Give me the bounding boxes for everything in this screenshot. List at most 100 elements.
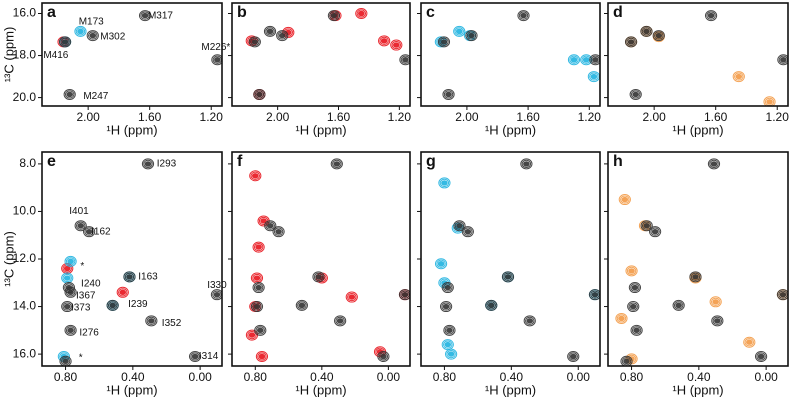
peak [334,315,347,327]
x-tick-label: 1.20 [200,110,224,124]
x-tick-label: 1.20 [578,110,602,124]
x-tick-label: 2.00 [76,110,100,124]
x-tick-label: 2.00 [266,110,290,124]
x-axis-label: ¹H (ppm) [106,122,157,137]
peak-contour [756,352,766,361]
x-axis-label: ¹H (ppm) [672,382,723,397]
peak-label: I240 [81,279,101,290]
peak-contour [707,12,715,19]
peak-contour [251,173,259,179]
peak-contour [627,301,640,313]
x-tick-label: 2.00 [642,110,666,124]
peak-contour [440,39,448,45]
panel-label: d [613,4,623,21]
peak [620,355,633,366]
peak [61,301,74,313]
peak-contour [58,36,72,48]
peak [615,312,628,324]
peak [652,30,665,42]
peak-contour [148,318,155,324]
peak-contour [297,301,307,310]
peak-contour [124,272,135,281]
peak-contour [89,32,97,39]
peak [295,299,308,311]
peak-contour [62,273,72,283]
peak-contour [260,218,267,224]
peak-contour [709,159,719,168]
peak-contour [188,350,202,362]
peak-contour [265,27,275,36]
peak [64,324,77,336]
peak-contour [315,274,322,280]
peak-contour [298,302,306,309]
peak-contour [630,283,640,292]
peak-contour [275,228,282,235]
peak [210,289,222,301]
peak-contour [618,315,625,322]
peak-contour [442,303,450,310]
peak [704,10,718,22]
peak-contour [464,228,472,235]
peak-label: * [80,261,84,272]
peak-contour [332,159,342,168]
peak-contour [75,221,86,230]
peak-contour [84,227,94,236]
peak [624,36,638,48]
peak-contour [706,11,716,20]
panel-label: f [237,153,243,170]
peak-contour [569,55,579,64]
peak-contour [621,357,632,366]
peak-contour [190,352,200,361]
peak-contour [633,327,640,334]
peak-contour [61,39,69,45]
peak-contour [626,37,636,46]
peak-contour [257,352,267,361]
peak-contour [255,326,265,335]
peak-contour [64,324,77,336]
peak-contour [518,11,529,20]
peak-contour [442,88,455,100]
peak-contour [119,289,127,295]
peak-contour [255,284,262,291]
peak [276,30,289,42]
peak-contour [580,54,593,66]
peak [123,271,136,283]
peak-contour [141,158,155,170]
peak-label: I163 [138,271,158,282]
peak-contour [74,220,87,232]
peak-contour [266,28,274,35]
peak-contour [273,227,284,236]
peak-label: I352 [162,318,182,329]
peak [250,301,264,313]
peak-contour [86,30,99,42]
peak-label: I276 [79,327,99,338]
peak-contour [714,318,721,324]
x-tick-label: 2.00 [455,110,479,124]
peak-contour [589,54,600,66]
peak-contour [640,220,653,232]
x-tick-label: 1.20 [388,110,412,124]
peak-contour [711,315,724,327]
peak-contour [615,312,628,324]
peak-contour [628,302,638,311]
peak-contour [487,302,495,309]
peak [398,289,410,301]
peak-contour [778,290,788,299]
peak-contour [335,316,345,325]
peak-contour [777,54,788,66]
panel-label: e [47,153,56,170]
peak [59,355,72,366]
peak-contour [248,36,261,48]
peak-contour [393,42,400,48]
peak-contour [249,170,262,182]
peak-contour [468,32,475,39]
peak-contour [67,327,74,334]
plot-area [57,10,222,100]
peak-contour [327,10,341,22]
peak-contour [743,336,756,348]
peak-contour [333,161,341,167]
peak-contour [390,39,403,51]
peak [588,289,600,301]
peak [567,350,580,362]
peak-contour [628,268,635,274]
